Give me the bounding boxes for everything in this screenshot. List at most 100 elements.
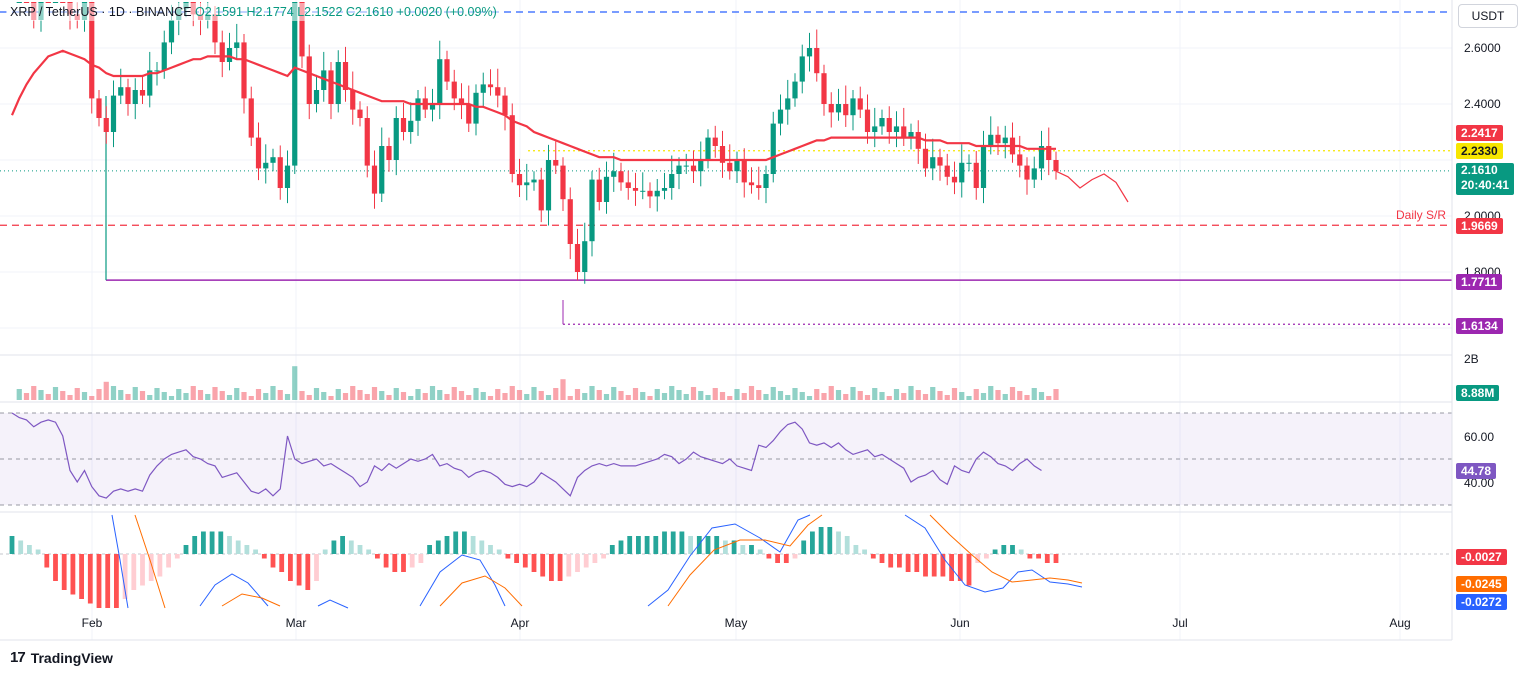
volume-bar xyxy=(23,393,30,400)
macd-histogram-bar xyxy=(218,531,224,554)
macd-histogram-bar xyxy=(209,531,215,554)
volume-bar xyxy=(814,389,820,400)
rsi-last-tag: 44.78 xyxy=(1456,463,1497,479)
macd-histogram-bar xyxy=(992,549,998,554)
macd-histogram-bar xyxy=(679,531,685,554)
macd-histogram-bar xyxy=(331,540,337,554)
candle-body xyxy=(618,171,624,183)
volume-bar xyxy=(393,388,399,400)
symbol-title[interactable]: XRP / TetherUS · 1D · BINANCE xyxy=(10,5,192,19)
macd-histogram-bar xyxy=(1018,549,1024,554)
volume-bar xyxy=(31,386,37,400)
candle-body xyxy=(118,87,124,96)
volume-bar xyxy=(67,395,73,400)
brand-name: TradingView xyxy=(30,649,113,666)
currency-unit-button[interactable]: USDT xyxy=(1458,4,1518,28)
macd-histogram-bar xyxy=(923,554,928,577)
volume-bar xyxy=(357,390,363,400)
candle-body xyxy=(553,160,559,166)
volume-bar xyxy=(219,391,225,400)
ohlc-high: H2.1774 xyxy=(246,5,294,19)
time-tick: Mar xyxy=(286,616,307,630)
macd-histogram-bar xyxy=(609,545,615,554)
macd-line xyxy=(904,514,1083,593)
macd-histogram-bar xyxy=(140,554,145,586)
candle-body xyxy=(364,118,370,166)
tradingview-brand[interactable]: 17 TradingView xyxy=(10,649,113,666)
candle-body xyxy=(437,59,443,104)
volume-bar xyxy=(364,394,370,400)
volume-bar xyxy=(995,390,1001,400)
last-price-tag: 2.1610 20:40:41 xyxy=(1456,163,1515,195)
macd-histogram-bar xyxy=(557,554,563,581)
volume-bar xyxy=(756,390,762,400)
macd-histogram-bar xyxy=(114,554,119,608)
candle-body xyxy=(16,2,22,3)
macd-signal-tag: -0.0245 xyxy=(1456,576,1507,592)
macd-histogram-bar xyxy=(87,554,93,604)
volume-bar xyxy=(524,394,530,400)
rsi-line xyxy=(11,412,1042,499)
candle-body xyxy=(879,118,885,127)
candle-body xyxy=(23,2,30,3)
macd-histogram-bar xyxy=(627,536,633,554)
volume-bar xyxy=(886,396,892,400)
macd-histogram-bar xyxy=(531,554,537,572)
macd-histogram-bar xyxy=(540,554,546,577)
macd-histogram-bar xyxy=(322,549,328,554)
volume-bar xyxy=(284,394,291,400)
volume-bar xyxy=(1031,388,1037,400)
time-tick: Aug xyxy=(1389,616,1410,630)
candle-body xyxy=(147,70,153,96)
volume-bar xyxy=(727,396,733,400)
ema-price-tag: 2.2417 xyxy=(1456,125,1503,141)
macd-histogram-bar xyxy=(653,536,659,554)
ohlc-change: +0.0020 (+0.09%) xyxy=(396,5,497,19)
volume-bar xyxy=(843,394,849,400)
volume-bar xyxy=(545,395,552,400)
candle-body xyxy=(908,132,914,138)
macd-histogram-bar xyxy=(401,554,406,572)
candle-body xyxy=(727,162,733,172)
candle-body xyxy=(756,185,762,188)
candle-body xyxy=(734,160,740,172)
volume-bar xyxy=(321,392,327,400)
macd-histogram-bar xyxy=(235,540,241,554)
macd-histogram-bar xyxy=(366,549,372,554)
volume-bar xyxy=(690,387,697,400)
candle-body xyxy=(886,118,892,132)
volume-bar xyxy=(698,391,704,400)
volume-bar xyxy=(676,390,682,400)
volume-bar xyxy=(371,387,378,400)
time-tick: Jul xyxy=(1172,616,1187,630)
candle-body xyxy=(284,165,291,188)
macd-line xyxy=(647,514,811,607)
volume-bar xyxy=(944,395,950,400)
volume-bar xyxy=(277,390,283,400)
volume-bar xyxy=(625,395,631,400)
volume-bar xyxy=(270,386,276,400)
candle-body xyxy=(596,179,602,202)
candle-body xyxy=(313,90,320,104)
candle-body xyxy=(951,176,958,183)
macd-histogram-bar xyxy=(462,531,467,554)
price-tick: 2.4000 xyxy=(1464,97,1501,111)
volume-bar xyxy=(879,392,885,400)
macd-histogram-bar xyxy=(879,554,885,563)
volume-bar xyxy=(248,396,254,400)
macd-line-tag: -0.0272 xyxy=(1456,594,1507,610)
candle-body xyxy=(379,146,385,194)
candle-body xyxy=(806,48,813,57)
macd-histogram-bar xyxy=(984,554,989,559)
level-price-tag: 2.2330 xyxy=(1456,143,1503,159)
macd-histogram-bar xyxy=(53,554,58,581)
candle-body xyxy=(255,137,262,169)
candle-body xyxy=(509,115,515,174)
candle-body xyxy=(212,14,218,43)
volume-bar xyxy=(922,394,929,400)
macd-histogram-bar xyxy=(166,554,171,568)
volume-bar xyxy=(313,388,320,400)
macd-histogram-bar xyxy=(714,536,720,554)
candle-body xyxy=(835,104,842,113)
